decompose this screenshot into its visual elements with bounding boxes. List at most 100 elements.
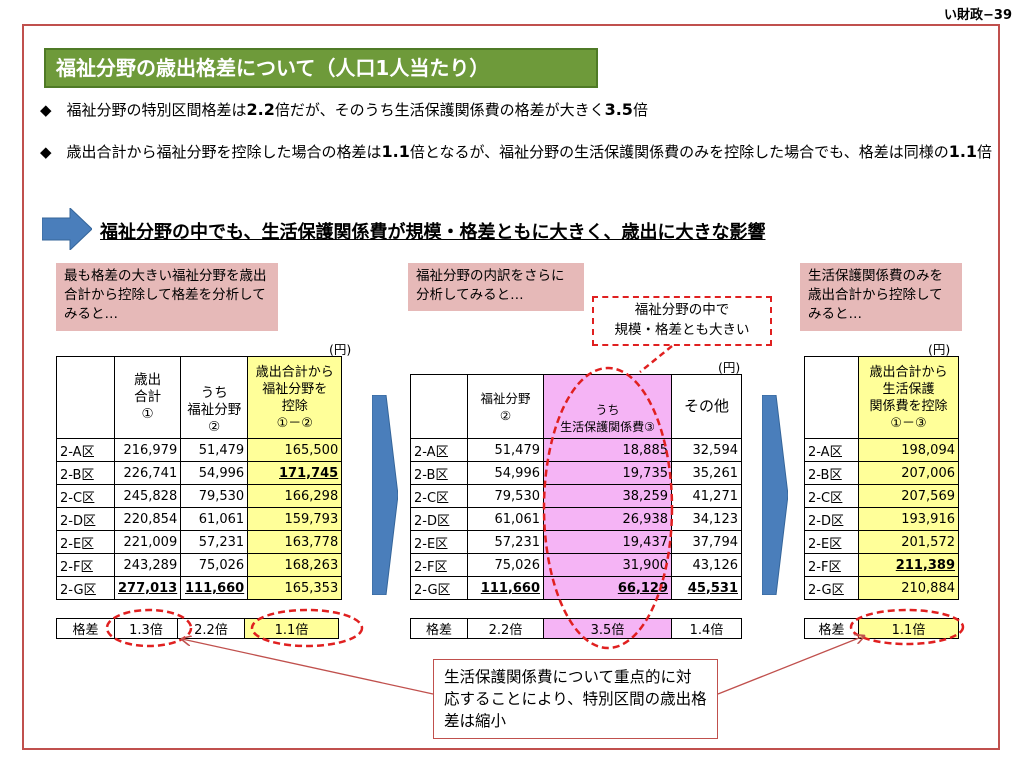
table-cell: 111,660 [180, 576, 249, 600]
table-cell: 2-F区 [56, 553, 115, 577]
table-cell: 2-C区 [804, 484, 859, 508]
table-cell: 79,530 [180, 484, 249, 508]
table-row: 2-B区 207,006 [804, 461, 959, 485]
col-header-welfare: うち 福祉分野 ② [180, 356, 249, 439]
table-cell: 2-E区 [804, 530, 859, 554]
bullet-2-bold-2: 1.1 [948, 142, 978, 161]
table-row: 2-G区 111,660 66,129 45,531 [410, 576, 742, 600]
table-cell: 210,884 [858, 576, 959, 600]
ratio-row-table-2: 格差 2.2倍 3.5倍 1.4倍 [410, 618, 742, 639]
table-cell: 159,793 [247, 507, 343, 531]
table-cell: 歳出合計から [869, 364, 948, 380]
col-header-public-assistance: うち生活保護関係費③ [543, 374, 672, 439]
table-cell: ② [208, 419, 221, 435]
table-row: 格差 1.3倍 2.2倍 1.1倍 [56, 618, 339, 639]
bullet-2-bold-1: 1.1 [381, 142, 410, 161]
table-cell: 2-G区 [804, 576, 859, 600]
table-cell: 26,938 [543, 507, 672, 531]
table-cell: 福祉分野 [187, 402, 242, 418]
table-row: 2-F区 75,026 31,900 43,126 [410, 553, 742, 577]
unit-label-1: (円) [329, 342, 352, 357]
ratio-row-table-1: 格差 1.3倍 2.2倍 1.1倍 [56, 618, 339, 639]
table-cell: 216,979 [113, 438, 182, 462]
table-row: 歳出 合計 ① うち 福祉分野 ② 歳出合計から 福祉分野を 控除 ①－② [56, 356, 343, 439]
table-cell: 格差 [410, 618, 468, 639]
table-row: 2-F区 211,389 [804, 553, 959, 577]
page-title: 福祉分野の歳出格差について（人口1人当たり） [44, 48, 598, 88]
table-cell: 75,026 [180, 553, 249, 577]
table-cell: 控除 [281, 398, 308, 414]
table-cell: 193,916 [858, 507, 959, 531]
table-cell: 32,594 [671, 438, 742, 462]
ratio-row-table-3: 格差 1.1倍 [804, 618, 959, 639]
table-cell: 2-C区 [410, 484, 468, 508]
bullet-2-suffix: 倍 [977, 143, 993, 161]
table-row: 2-D区 61,061 26,938 34,123 [410, 507, 742, 531]
bullet-1-mid: 倍だが、そのうち生活保護関係費の格差が大きく [274, 101, 605, 119]
table-welfare-breakdown: 福祉分野 ② うち 生活保護関係費③ その他 2-A区 51,479 18,885 32,… [410, 374, 742, 600]
table-cell: 111,660 [467, 576, 544, 600]
table-corner [410, 374, 468, 439]
table-cell: 生活保護 [882, 381, 935, 397]
bullet-1-bold-2: 3.5 [604, 100, 633, 119]
table-cell: 2.2倍 [467, 618, 544, 639]
table-row: 2-G区 210,884 [804, 576, 959, 600]
bullet-1: ◆ 福祉分野の特別区間格差は2.2倍だが、そのうち生活保護関係費の格差が大きく3… [40, 98, 648, 122]
table-cell: 生活保護関係費③ [560, 420, 655, 434]
table-row: 2-D区 193,916 [804, 507, 959, 531]
table-cell: 1.1倍 [858, 618, 959, 639]
table-cell: ① [141, 406, 154, 422]
page-number: い財政−39 [944, 8, 1012, 23]
bullet-1-prefix: ◆ 福祉分野の特別区間格差は [40, 101, 247, 119]
table-cell: 198,094 [858, 438, 959, 462]
table-cell: 57,231 [467, 530, 544, 554]
table-cell: 171,745 [247, 461, 343, 485]
table-cell: 61,061 [180, 507, 249, 531]
table-cell: 2-A区 [804, 438, 859, 462]
table-cell: 2-E区 [56, 530, 115, 554]
table-cell: 2-B区 [56, 461, 115, 485]
table-cell: 福祉分野 [480, 390, 531, 406]
table-cell: 211,389 [858, 553, 959, 577]
table-cell: 57,231 [180, 530, 249, 554]
table-cell: 31,900 [543, 553, 672, 577]
table-cell: 3.5倍 [543, 618, 672, 639]
table-cell: ①－③ [890, 415, 927, 431]
highlight-note-line-1: 福祉分野の中で [634, 302, 730, 318]
table-cell: 1.1倍 [244, 618, 339, 639]
table-row: 2-E区 201,572 [804, 530, 959, 554]
table-cell: 207,569 [858, 484, 959, 508]
table-cell: ①－② [276, 415, 313, 431]
table-cell: 2-A区 [410, 438, 468, 462]
col-header-deduction: 歳出合計から 福祉分野を 控除 ①－② [247, 356, 343, 439]
table-row: 2-E区 57,231 19,437 37,794 [410, 530, 742, 554]
bullet-2-mid: 倍となるが、福祉分野の生活保護関係費のみを控除した場合でも、格差は同様の [409, 143, 949, 161]
table-public-assistance-deduction: 歳出合計から 生活保護 関係費を控除 ①－③ 2-A区 198,094 2-B区 207,… [804, 356, 959, 600]
table-cell: 54,996 [467, 461, 544, 485]
table-row: 格差 1.1倍 [804, 618, 959, 639]
table-cell: 243,289 [113, 553, 182, 577]
table-cell: 34,123 [671, 507, 742, 531]
table-cell: 福祉分野を [262, 381, 328, 397]
table-row: 2-G区 277,013 111,660 165,353 [56, 576, 343, 600]
table-cell: 19,437 [543, 530, 672, 554]
col-header-total: 歳出 合計 ① [113, 356, 182, 439]
table-cell: うち [595, 403, 620, 417]
table-cell: 歳出 [134, 372, 162, 388]
table-cell: 19,735 [543, 461, 672, 485]
table-row: 2-E区 221,009 57,231 163,778 [56, 530, 343, 554]
arrow-right-icon [42, 208, 92, 250]
table-cell: 37,794 [671, 530, 742, 554]
table-row: 歳出合計から 生活保護 関係費を控除 ①－③ [804, 356, 959, 439]
highlight-note-line-2: 規模・格差とも大きい [614, 322, 750, 338]
table-cell: 2-G区 [56, 576, 115, 600]
chevron-right-arrow-icon [372, 395, 398, 595]
table-cell: 1.3倍 [114, 618, 178, 639]
table-cell: 51,479 [467, 438, 544, 462]
table-cell: 226,741 [113, 461, 182, 485]
table-cell: 277,013 [113, 576, 182, 600]
table-cell: 166,298 [247, 484, 343, 508]
table-cell: 格差 [804, 618, 859, 639]
table-row: 2-C区 79,530 38,259 41,271 [410, 484, 742, 508]
table-cell: 165,353 [247, 576, 343, 600]
